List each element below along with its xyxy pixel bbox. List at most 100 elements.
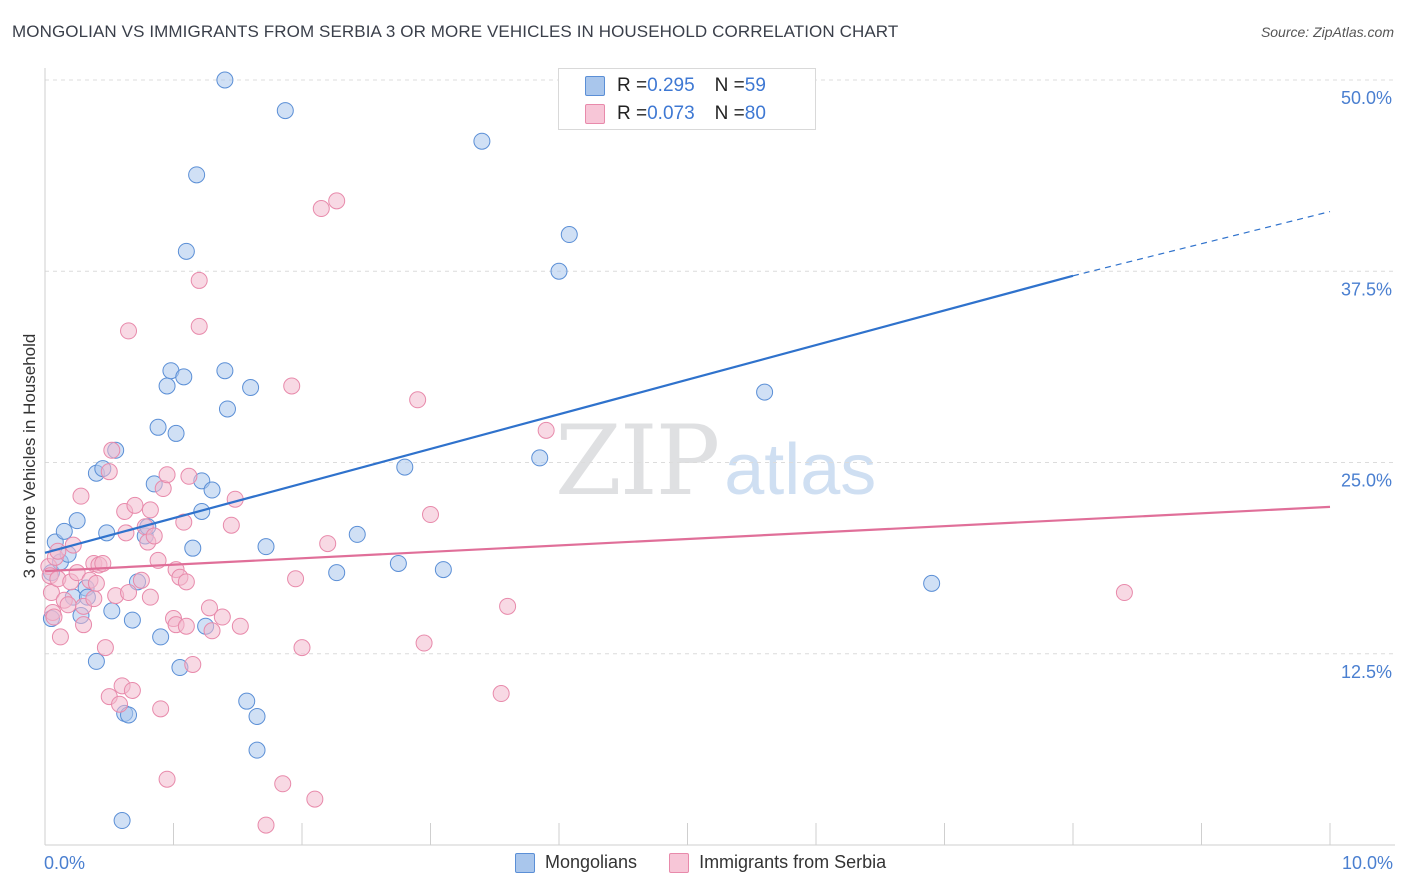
serbia-point	[190, 271, 208, 289]
mongolian-point	[238, 692, 256, 710]
serbia-point	[415, 634, 433, 652]
serbia-point	[409, 391, 427, 409]
serbia-point	[222, 516, 240, 534]
serbia-point	[537, 421, 555, 439]
mongolian-trendline	[44, 274, 1074, 554]
legend-item-serbia[interactable]: Immigrants from Serbia	[669, 852, 886, 873]
legend-swatch-pink	[585, 104, 605, 124]
serbia-point	[200, 599, 218, 617]
serbia-point	[287, 570, 305, 588]
y-axis-label: 3 or more Vehicles in Household	[20, 333, 39, 579]
mongolian-point	[560, 226, 578, 244]
mongolian-point	[55, 522, 73, 540]
serbia-point	[177, 573, 195, 591]
mongolian-point	[218, 400, 236, 418]
serbia-point	[283, 377, 301, 395]
serbia-point	[123, 681, 141, 699]
r-label: R =	[617, 75, 648, 96]
serbia-point	[103, 441, 121, 459]
mongolian-point	[248, 707, 266, 725]
legend-swatch-blue	[515, 852, 535, 873]
n-label: N =	[714, 75, 745, 96]
mongolian-point	[434, 561, 452, 579]
serbia-point	[132, 571, 150, 589]
mongolian-point	[550, 262, 568, 280]
mongolian-point	[123, 611, 141, 629]
y-tick-label: 12.5%	[1341, 662, 1392, 682]
mongolian-trendline-projection	[1072, 210, 1331, 277]
legend-swatch-blue	[585, 76, 605, 96]
mongolian-point	[276, 102, 294, 120]
serbia-point	[184, 655, 202, 673]
mongolian-point	[242, 379, 260, 397]
serbia-point	[120, 322, 138, 340]
mongolian-point	[257, 538, 275, 556]
r-value: 0.073	[647, 103, 695, 124]
x-tick-label: 0.0%	[44, 853, 85, 873]
serbia-point	[231, 617, 249, 635]
mongolian-point	[184, 539, 202, 557]
series-legend: Mongolians Immigrants from Serbia	[515, 852, 918, 873]
serbia-point	[1115, 584, 1133, 602]
serbia-point	[96, 639, 114, 657]
serbia-point	[42, 584, 60, 602]
serbia-point	[274, 775, 292, 793]
serbia-point	[213, 608, 231, 626]
serbia-point	[499, 597, 517, 615]
y-tick-label: 50.0%	[1341, 88, 1392, 108]
mongolian-point	[68, 512, 86, 530]
mongolian-point	[756, 383, 774, 401]
mongolian-point	[389, 554, 407, 572]
stats-row-mongolians: R = 0.295 N = 59	[585, 74, 766, 98]
mongolian-point	[177, 242, 195, 260]
stats-legend: R = 0.295 N = 59 R = 0.073 N = 80	[558, 68, 816, 130]
mongolian-point	[203, 481, 221, 499]
serbia-point	[126, 496, 144, 514]
serbia-point	[175, 513, 193, 531]
serbia-point	[203, 622, 221, 640]
serbia-point	[319, 535, 337, 553]
stats-row-serbia: R = 0.073 N = 80	[585, 102, 766, 126]
mongolian-point	[167, 424, 185, 442]
serbia-point	[190, 317, 208, 335]
x-tick-label: 10.0%	[1342, 853, 1393, 873]
serbia-point	[306, 790, 324, 808]
serbia-point	[85, 590, 103, 608]
serbia-point	[45, 608, 63, 626]
serbia-trendline	[44, 505, 1331, 573]
mongolian-point	[152, 628, 170, 646]
serbia-point	[51, 628, 69, 646]
mongolian-point	[175, 368, 193, 386]
serbia-point	[141, 588, 159, 606]
legend-label: Mongolians	[545, 852, 638, 872]
serbia-point	[492, 685, 510, 703]
r-label: R =	[617, 103, 648, 124]
serbia-point	[100, 463, 118, 481]
chart-title: MONGOLIAN VS IMMIGRANTS FROM SERBIA 3 OR…	[12, 22, 899, 41]
serbia-point	[72, 487, 90, 505]
legend-item-mongolians[interactable]: Mongolians	[515, 852, 637, 873]
serbia-point	[87, 574, 105, 592]
mongolian-point	[188, 166, 206, 184]
serbia-point	[141, 501, 159, 519]
serbia-point	[180, 467, 198, 485]
mongolian-point	[216, 362, 234, 380]
mongolian-point	[87, 652, 105, 670]
mongolian-point	[473, 132, 491, 150]
r-value: 0.295	[647, 75, 695, 96]
legend-label: Immigrants from Serbia	[699, 852, 887, 872]
source-label: Source: ZipAtlas.com	[1260, 24, 1394, 40]
legend-swatch-pink	[669, 852, 690, 873]
serbia-point	[328, 192, 346, 210]
serbia-point	[293, 639, 311, 657]
mongolian-point	[396, 458, 414, 476]
mongolian-point	[216, 71, 234, 89]
serbia-point	[145, 527, 163, 545]
mongolian-point	[923, 574, 941, 592]
serbia-point	[312, 200, 330, 218]
serbia-point	[75, 616, 93, 634]
serbia-point	[152, 700, 170, 718]
mongolian-point	[158, 377, 176, 395]
y-tick-label: 25.0%	[1341, 471, 1392, 491]
mongolian-point	[149, 418, 167, 436]
